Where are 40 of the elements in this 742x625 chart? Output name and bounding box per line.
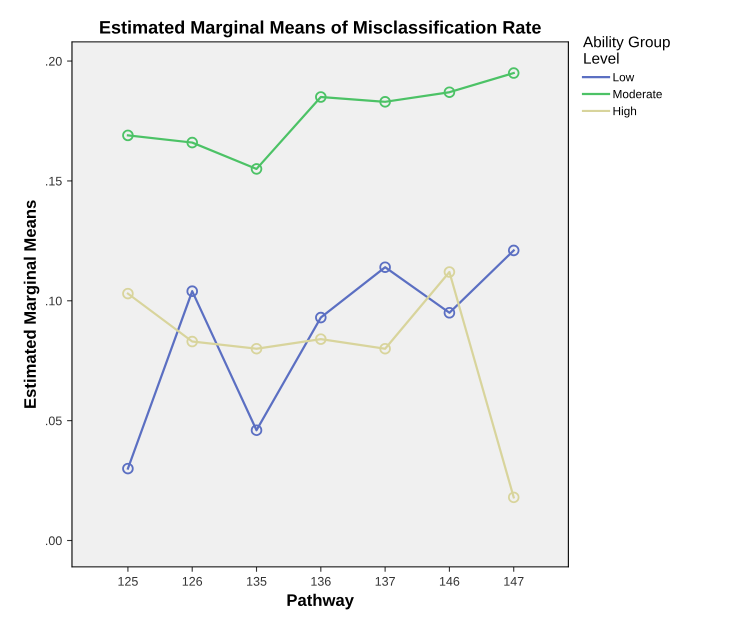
point: [122, 130, 134, 142]
point: [122, 288, 134, 300]
y-tick-label: .20: [46, 56, 62, 66]
x-tick-label: 136: [311, 576, 331, 586]
legend-title: Ability Group Level: [583, 36, 670, 64]
point: [444, 86, 456, 98]
y-tick-label: .05: [46, 416, 62, 426]
point: [122, 462, 134, 474]
point: [250, 163, 262, 175]
x-tick-label: 125: [118, 576, 138, 586]
x-tick-label: 135: [247, 576, 266, 586]
point: [250, 342, 262, 354]
point: [379, 261, 391, 273]
point: [444, 266, 456, 278]
point: [186, 285, 198, 297]
point: [250, 424, 262, 436]
y-tick-label: .15: [46, 176, 62, 186]
x-tick-label: 147: [504, 577, 524, 586]
point: [315, 333, 327, 345]
y-tick-label: .10: [46, 296, 62, 306]
point: [315, 312, 327, 324]
y-tick-label: .00: [46, 536, 62, 546]
point: [379, 342, 391, 354]
x-tick-label: 126: [182, 576, 202, 586]
point: [186, 136, 198, 148]
x-tick-label: 146: [440, 576, 460, 586]
y-axis-title: Estimated Marginal Means: [24, 200, 40, 408]
point: [379, 96, 391, 108]
point: [186, 336, 198, 348]
x-axis-title: Pathway: [287, 594, 354, 610]
point: [508, 67, 520, 79]
chart-title: Estimated Marginal Means of Misclassification Rate: [100, 20, 541, 38]
point: [508, 492, 520, 504]
point: [508, 244, 520, 256]
legend-label: High: [614, 106, 636, 118]
legend-label: Low: [614, 73, 634, 82]
point: [444, 307, 456, 319]
legend-label: Moderate: [614, 90, 662, 98]
x-tick-label: 137: [376, 576, 395, 586]
point: [315, 91, 327, 103]
